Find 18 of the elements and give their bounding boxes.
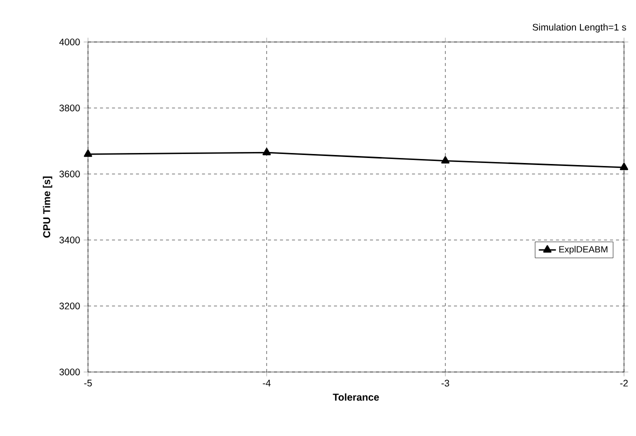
y-tick-label: 3600 [59,170,80,178]
x-axis-title: Tolerance [332,393,379,401]
x-tick-label: -5 [84,380,92,386]
y-axis-title: CPU Time [s] [42,176,52,238]
x-tick-label: -2 [620,380,628,386]
y-tick-label: 3000 [59,368,80,376]
y-tick-label: 3800 [59,104,80,112]
legend-label: ExplDEABM [559,246,608,254]
point [441,156,450,164]
point [262,148,271,156]
x-tick-label: -3 [442,380,450,387]
text: Simulation Length=1 s [532,24,626,32]
y-tick-label: 3200 [59,302,80,310]
y-tick-label: 3400 [59,236,80,244]
point [84,150,92,157]
point [620,162,628,170]
x-tick-label: -4 [262,380,271,386]
y-tick-label: 4000 [59,38,80,46]
